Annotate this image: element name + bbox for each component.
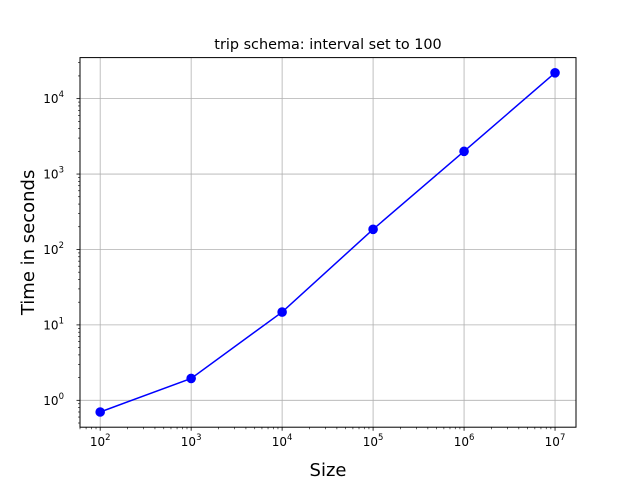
chart-title: trip schema: interval set to 100: [214, 37, 441, 53]
series-line: [99, 72, 556, 413]
plot-frame: [79, 57, 577, 428]
data-point: [277, 307, 287, 317]
data-point: [459, 146, 469, 157]
data-point: [95, 407, 105, 417]
major-ticks: [76, 98, 556, 431]
y-axis-label: Time in seconds: [18, 170, 39, 316]
x-axis-label: Size: [310, 460, 347, 480]
series-layer: [95, 68, 560, 417]
data-point: [550, 68, 560, 78]
data-point: [368, 224, 378, 235]
grid-lines: [80, 57, 576, 428]
data-point: [186, 373, 196, 384]
